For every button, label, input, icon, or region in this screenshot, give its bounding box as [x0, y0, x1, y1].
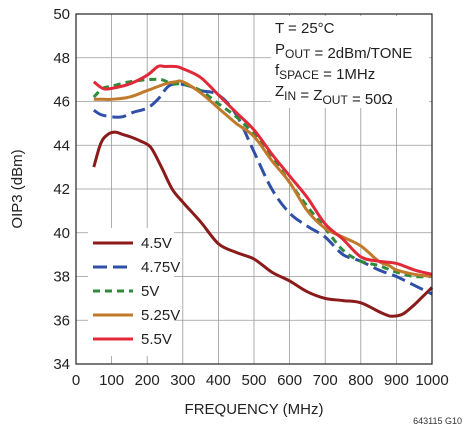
condition-line: ZIN = ZOUT = 50Ω — [275, 83, 393, 108]
plot-frame — [75, 13, 433, 365]
series-line-5-5v — [92, 64, 433, 276]
y-axis-label: OIP3 (dBm) — [9, 149, 26, 228]
x-tick-label: 900 — [384, 372, 409, 389]
x-tick-label: 0 — [72, 372, 80, 389]
legend-label: 4.75V — [141, 259, 180, 276]
y-tick-label: 48 — [53, 50, 70, 67]
y-tick-label: 50 — [53, 6, 70, 23]
condition-subscript: OUT — [285, 47, 311, 61]
legend-label: 4.5V — [141, 235, 172, 252]
condition-subscript: SPACE — [279, 68, 319, 82]
x-tick-label: 1000 — [415, 372, 448, 389]
x-tick-label: 200 — [135, 372, 160, 389]
condition-text: f — [275, 62, 280, 79]
x-tick-label: 600 — [277, 372, 302, 389]
x-tick-label: 400 — [206, 372, 231, 389]
x-tick-label: 700 — [313, 372, 338, 389]
condition-text: = 50Ω — [348, 91, 393, 108]
conditions-box — [271, 16, 429, 108]
y-tick-label: 40 — [53, 225, 70, 242]
condition-text: = Z — [296, 87, 322, 104]
x-axis-label: FREQUENCY (MHz) — [185, 401, 324, 418]
condition-line: fSPACE = 1MHz — [275, 62, 375, 83]
y-tick-label: 38 — [53, 269, 70, 286]
x-tick-label: 500 — [241, 372, 266, 389]
y-tick-label: 36 — [53, 312, 70, 329]
condition-text: Z — [275, 83, 284, 100]
condition-subscript: OUT — [322, 93, 348, 107]
y-tick-labels: 34 36 38 40 42 44 46 48 50 — [53, 6, 70, 373]
condition-text: P — [275, 41, 285, 58]
y-tick-label: 34 — [53, 356, 70, 373]
legend: 4.5V 4.75V 5V 5.25V 5.5V — [93, 235, 180, 348]
y-tick-label: 42 — [53, 181, 70, 198]
legend-label: 5.5V — [141, 331, 172, 348]
condition-text: T = 25°C — [275, 20, 335, 37]
figure-id: 643115 G10 — [413, 416, 462, 426]
series-line-5-25v — [93, 79, 433, 278]
condition-text: = 1MHz — [319, 66, 375, 83]
series-lines — [92, 64, 434, 318]
condition-subscript: IN — [284, 89, 296, 103]
condition-line: POUT = 2dBm/TONE — [275, 41, 412, 62]
y-tick-label: 44 — [53, 137, 70, 154]
x-tick-label: 300 — [170, 372, 195, 389]
condition-text: = 2dBm/TONE — [310, 45, 412, 62]
y-tick-label: 46 — [53, 94, 70, 111]
x-tick-label: 800 — [348, 372, 373, 389]
series-line-4-5v — [92, 130, 434, 318]
x-tick-label: 100 — [99, 372, 124, 389]
legend-label: 5.25V — [141, 307, 180, 324]
x-tick-labels: 0 100 200 300 400 500 600 700 800 900 1000 — [72, 372, 449, 389]
condition-line: T = 25°C — [275, 20, 335, 37]
legend-label: 5V — [141, 283, 159, 300]
